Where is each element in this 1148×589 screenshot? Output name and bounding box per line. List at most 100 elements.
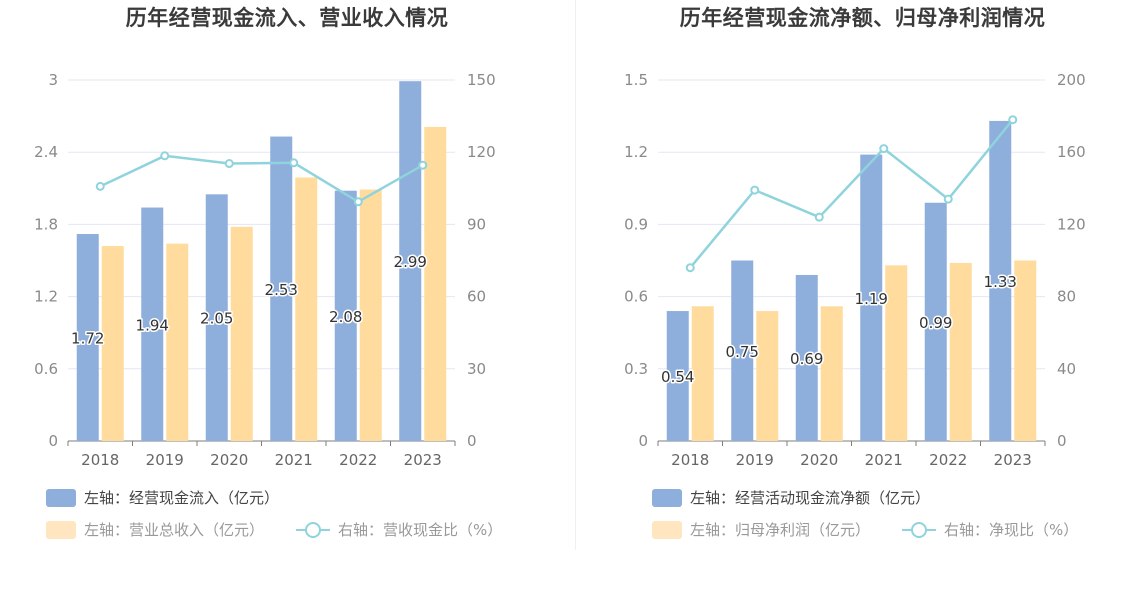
legend-line-circle-icon <box>902 521 936 539</box>
bar-data-label: 1.94 <box>136 316 169 334</box>
left-axis-tick-label: 0.9 <box>624 215 648 233</box>
ratio-point <box>224 159 234 169</box>
bar-yellow <box>756 311 779 441</box>
ratio-point <box>814 212 824 222</box>
ratio-point <box>418 160 428 170</box>
legend-label: 左轴：归母净利润（亿元） <box>690 521 871 539</box>
bar-yellow <box>885 265 908 441</box>
legend-label: 左轴：经营活动现金流净额（亿元） <box>690 489 931 507</box>
bar-blue <box>989 120 1012 441</box>
x-axis-tick-label: 2021 <box>275 451 313 469</box>
legend-item-revenue[interactable]: 左轴：营业总收入（亿元） <box>46 519 264 540</box>
legend-swatch-blue <box>652 488 682 507</box>
left-axis-tick-label: 0.6 <box>624 288 648 306</box>
bar-yellow <box>295 177 318 441</box>
bar-blue <box>399 81 422 441</box>
bar-blue <box>924 202 947 441</box>
right-axis-tick-label: 40 <box>1057 360 1076 378</box>
bar-yellow <box>359 189 382 441</box>
bar-data-label: 2.53 <box>265 281 298 299</box>
chart-panel-cashflow-revenue: 历年经营现金流入、营业收入情况 0 0 0.6 30 1.2 60 1.8 90 2.4 120 3… <box>34 6 502 540</box>
bar-data-label: 0.99 <box>919 314 952 332</box>
right-axis-tick-label: 60 <box>467 288 486 306</box>
bar-data-label: 1.72 <box>71 330 104 348</box>
bar-data-label: 0.75 <box>726 343 759 361</box>
ratio-line <box>689 118 1014 269</box>
bar-blue <box>666 311 689 441</box>
bar-yellow <box>820 306 843 441</box>
legend-item-inflow[interactable]: 左轴：经营现金流入（亿元） <box>46 487 279 508</box>
left-axis-tick-label: 0.6 <box>34 360 58 378</box>
left-axis-tick-label: 0.3 <box>624 360 648 378</box>
x-axis-tick-label: 2018 <box>671 451 709 469</box>
x-axis-tick-label: 2020 <box>800 451 838 469</box>
x-axis-tick-label: 2022 <box>339 451 377 469</box>
bar-data-label: 1.33 <box>984 273 1017 291</box>
bar-yellow <box>424 126 447 442</box>
right-axis-tick-label: 0 <box>1057 432 1067 450</box>
legend-swatch-blue <box>46 488 76 507</box>
right-axis-tick-label: 150 <box>467 71 496 89</box>
chart-panel-netcash-profit: 历年经营现金流净额、归母净利润情况 0 0 0.3 40 0.6 80 0.9 120 1.2 1… <box>577 0 1148 589</box>
x-axis-tick-label: 2021 <box>865 451 903 469</box>
bar-data-label: 0.54 <box>661 368 694 386</box>
bar-yellow <box>101 246 124 441</box>
x-axis-tick-label: 2019 <box>146 451 184 469</box>
legend-item-netcash-ratio[interactable]: 右轴：净现比（%） <box>902 519 1078 540</box>
bar-yellow <box>949 262 972 441</box>
left-axis-tick-label: 3 <box>48 71 58 89</box>
ratio-point <box>160 151 170 161</box>
ratio-point <box>879 144 889 154</box>
legend-label: 右轴：营收现金比（%） <box>338 521 503 539</box>
left-axis-tick-label: 2.4 <box>34 143 58 161</box>
chart-title: 历年经营现金流入、营业收入情况 <box>125 6 449 30</box>
x-axis-tick-label: 2020 <box>210 451 248 469</box>
bar-yellow <box>1014 260 1037 441</box>
panel-divider <box>575 0 576 550</box>
left-axis-tick-label: 1.8 <box>34 215 58 233</box>
ratio-point <box>95 181 105 191</box>
legend-swatch-yellow <box>652 520 682 539</box>
bar-blue <box>860 154 883 441</box>
legend-label: 左轴：营业总收入（亿元） <box>84 521 265 539</box>
legend-swatch-yellow <box>46 520 76 539</box>
x-axis-tick-label: 2019 <box>736 451 774 469</box>
chart-canvas: 0 0 0.3 40 0.6 80 0.9 120 1.2 160 1.5 200 2018 2019 20… <box>624 71 1086 469</box>
ratio-point <box>1008 115 1018 125</box>
bar-yellow <box>166 243 189 441</box>
ratio-point <box>353 197 363 207</box>
right-axis-tick-label: 80 <box>1057 288 1076 306</box>
ratio-line <box>99 154 424 204</box>
bar-data-label: 2.99 <box>394 253 427 271</box>
bar-data-label: 2.05 <box>200 310 233 328</box>
right-axis-tick-label: 160 <box>1057 143 1086 161</box>
ratio-point <box>289 158 299 168</box>
x-axis-tick-label: 2023 <box>994 451 1032 469</box>
legend-line-circle-icon <box>296 521 330 539</box>
x-axis-tick-label: 2018 <box>81 451 119 469</box>
right-axis-tick-label: 200 <box>1057 71 1086 89</box>
left-axis-tick-label: 0 <box>48 432 58 450</box>
x-axis-tick-label: 2023 <box>404 451 442 469</box>
bar-blue <box>334 190 357 441</box>
bar-data-label: 1.19 <box>855 290 888 308</box>
left-axis-tick-label: 1.2 <box>624 143 648 161</box>
x-axis-tick-label: 2022 <box>929 451 967 469</box>
left-axis-tick-label: 1.5 <box>624 71 648 89</box>
bar-data-label: 2.08 <box>329 308 362 326</box>
legend-item-netcash[interactable]: 左轴：经营活动现金流净额（亿元） <box>652 487 930 508</box>
left-axis-tick-label: 1.2 <box>34 288 58 306</box>
ratio-point <box>943 194 953 204</box>
legend-label: 右轴：净现比（%） <box>944 521 1079 539</box>
legend-item-profit[interactable]: 左轴：归母净利润（亿元） <box>652 519 870 540</box>
ratio-point <box>685 263 695 273</box>
right-axis-tick-label: 90 <box>467 215 486 233</box>
right-axis-tick-label: 30 <box>467 360 486 378</box>
legend-item-ratio[interactable]: 右轴：营收现金比（%） <box>296 519 502 540</box>
left-axis-tick-label: 0 <box>638 432 648 450</box>
bar-blue <box>795 274 818 441</box>
chart-canvas: 0 0 0.6 30 1.2 60 1.8 90 2.4 120 3 150 2018 2019 2020 2… <box>34 71 496 469</box>
bar-yellow <box>230 226 253 441</box>
bar-data-label: 0.69 <box>790 350 823 368</box>
chart-title: 历年经营现金流净额、归母净利润情况 <box>679 6 1046 30</box>
